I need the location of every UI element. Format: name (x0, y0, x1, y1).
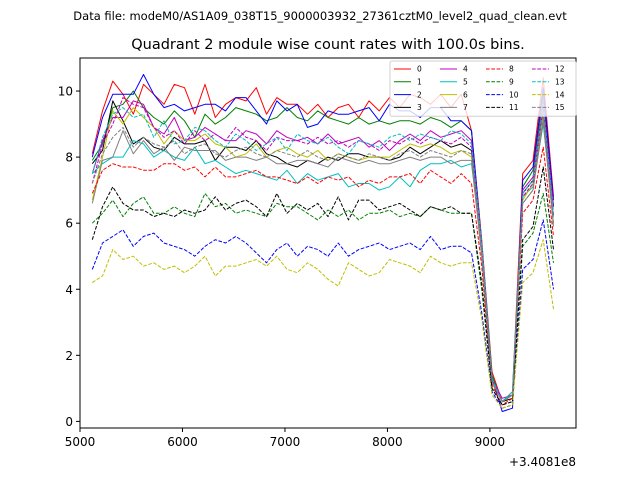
legend-box (389, 60, 577, 117)
series-line-0 (91, 77, 554, 403)
series-line-3 (91, 100, 554, 403)
x-tick-label: 6000 (167, 435, 198, 449)
legend-label-2: 2 (417, 90, 422, 99)
series-layer (91, 74, 554, 412)
series-line-8 (91, 146, 554, 406)
x-tick-label: 9000 (475, 435, 506, 449)
legend-label-9: 9 (509, 78, 514, 87)
series-line-14 (92, 239, 554, 409)
x-tick-label: 7000 (270, 435, 301, 449)
series-line-12 (91, 97, 554, 403)
suptitle: Data file: modeM0/AS1A09_038T15_90000039… (73, 9, 567, 23)
series-line-4 (91, 100, 554, 399)
legend-label-15: 15 (555, 103, 565, 112)
legend-label-5: 5 (463, 78, 468, 87)
legend-label-14: 14 (555, 90, 565, 99)
series-line-11 (91, 166, 554, 406)
chart-title: Quadrant 2 module wise count rates with … (131, 37, 525, 53)
series-line-10 (91, 219, 554, 409)
y-tick-label: 10 (58, 85, 73, 99)
series-line-13 (91, 103, 554, 403)
y-tick-label: 2 (65, 349, 73, 363)
y-tick-label: 6 (65, 217, 73, 231)
legend-label-0: 0 (417, 65, 422, 74)
x-tick-label: 5000 (65, 435, 96, 449)
legend-label-13: 13 (555, 78, 565, 87)
series-line-15 (91, 117, 554, 403)
legend-label-4: 4 (463, 65, 468, 74)
legend-label-1: 1 (417, 78, 422, 87)
legend-label-8: 8 (509, 65, 514, 74)
series-line-1 (91, 90, 554, 403)
legend-label-7: 7 (463, 103, 468, 112)
y-tick-label: 4 (65, 283, 73, 297)
legend-label-10: 10 (509, 90, 519, 99)
plot-frame (79, 57, 577, 429)
y-tick-label: 8 (65, 151, 73, 165)
legend-label-6: 6 (463, 90, 468, 99)
legend-label-3: 3 (417, 103, 422, 112)
legend-label-12: 12 (555, 65, 565, 74)
series-line-7 (91, 120, 554, 403)
legend-label-11: 11 (509, 103, 519, 112)
x-offset-label: +3.4081e8 (509, 455, 576, 469)
x-tick-label: 8000 (372, 435, 403, 449)
y-tick-label: 0 (65, 415, 73, 429)
series-line-9 (91, 192, 554, 406)
